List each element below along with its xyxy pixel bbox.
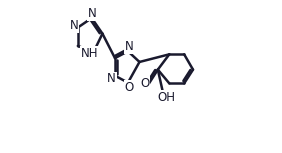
Text: N: N (88, 7, 96, 20)
Text: N: N (70, 19, 78, 32)
Text: N: N (107, 72, 116, 85)
Text: O: O (140, 77, 149, 90)
Text: NH: NH (81, 47, 98, 60)
Text: N: N (124, 40, 133, 53)
Text: OH: OH (158, 91, 176, 104)
Text: O: O (125, 81, 134, 94)
